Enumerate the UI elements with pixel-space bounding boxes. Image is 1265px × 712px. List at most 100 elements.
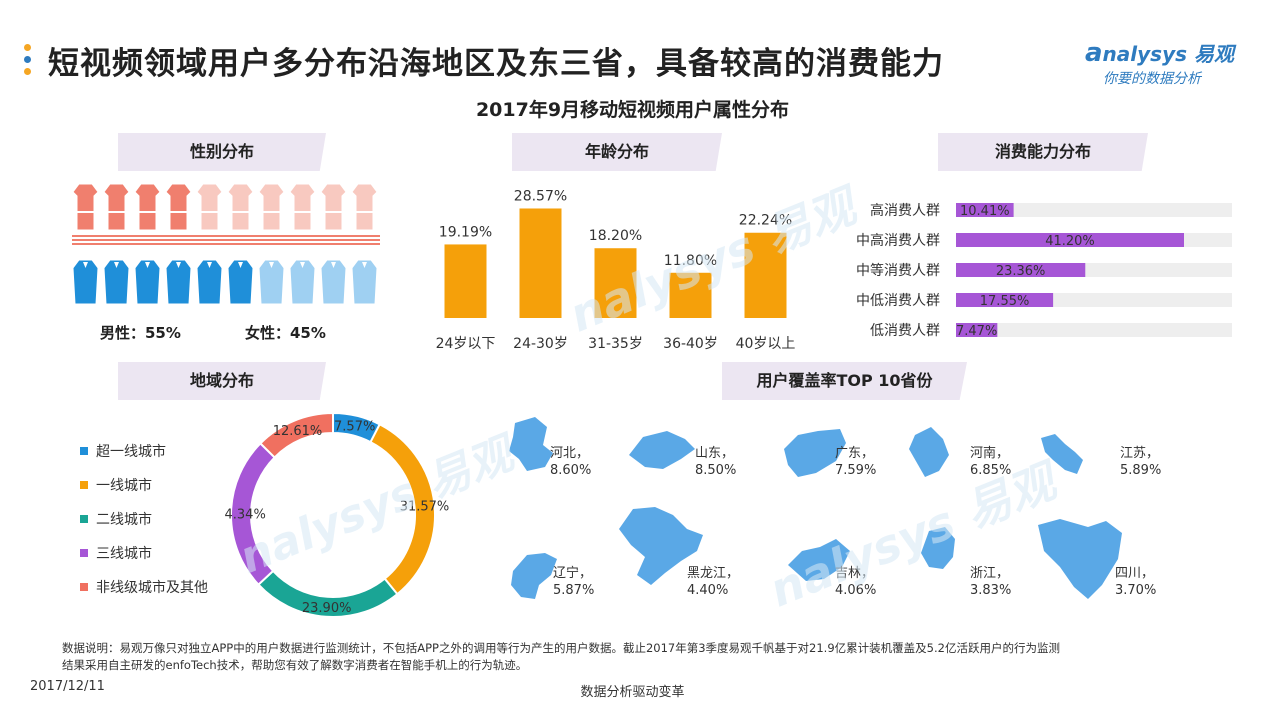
- analysys-logo: analysys 易观 你要的数据分析: [1085, 38, 1240, 88]
- province-label: 吉林， 4.06%: [835, 565, 876, 599]
- data-note: 数据说明：易观万像只对独立APP中的用户数据进行监测统计，不包括APP之外的调用…: [62, 640, 1232, 674]
- age-value-label: 19.19%: [439, 224, 492, 240]
- male-icons-row: [72, 259, 378, 305]
- consumption-bar: [956, 233, 1184, 247]
- male-icon: [227, 259, 254, 305]
- gender-figure-chart: [72, 183, 380, 305]
- age-value-label: 18.20%: [589, 228, 642, 244]
- section-gender-header: 性别分布: [118, 133, 326, 171]
- legend-item: 非线级城市及其他: [80, 570, 208, 604]
- age-bar: [444, 244, 487, 318]
- consumption-bar: [956, 293, 1054, 307]
- logo-tagline: 你要的数据分析: [1103, 71, 1201, 87]
- legend-swatch: [80, 549, 88, 557]
- consumption-category-label: 高消费人群: [870, 202, 940, 219]
- male-icon: [134, 259, 161, 305]
- female-icons-row: [72, 183, 380, 245]
- legend-label: 一线城市: [96, 478, 152, 494]
- province-label: 山东， 8.50%: [695, 445, 736, 479]
- consumption-category-label: 中低消费人群: [856, 293, 940, 309]
- age-bar: [519, 208, 562, 318]
- female-icon: [351, 183, 378, 231]
- consumption-track: [956, 323, 1232, 337]
- province-outline: [784, 429, 846, 477]
- legend-label: 三线城市: [96, 546, 152, 562]
- age-category-label: 31-35岁: [588, 336, 643, 352]
- legend-swatch: [80, 481, 88, 489]
- female-icon: [72, 183, 99, 231]
- legend-swatch: [80, 447, 88, 455]
- consumption-category-label: 低消费人群: [870, 323, 940, 339]
- province-map-shape: [784, 429, 846, 477]
- donut-slice: [258, 411, 334, 459]
- province-map-shape: [511, 553, 557, 599]
- male-icon: [320, 259, 347, 305]
- province-name: 吉林，: [835, 566, 875, 581]
- data-note-line: 数据说明：易观万像只对独立APP中的用户数据进行监测统计，不包括APP之外的调用…: [62, 641, 1060, 655]
- age-category-label: 24-30岁: [513, 336, 568, 352]
- consumption-track: [956, 203, 1232, 217]
- age-value-label: 11.80%: [664, 253, 717, 269]
- section-age-header: 年龄分布: [512, 133, 722, 171]
- age-category-label: 36-40岁: [663, 336, 718, 352]
- province-label: 广东， 7.59%: [835, 445, 876, 479]
- female-icon: [227, 183, 254, 231]
- legend-swatch: [80, 515, 88, 523]
- age-category-label: 40岁以上: [736, 336, 796, 352]
- consumption-bar: [956, 203, 1014, 217]
- female-icon: [289, 183, 316, 231]
- province-coverage-value: 5.87%: [553, 583, 595, 598]
- province-outline: [921, 527, 955, 569]
- province-coverage-value: 8.50%: [695, 463, 737, 478]
- legend-item: 一线城市: [80, 468, 208, 502]
- chart-subtitle: 2017年9月移动短视频用户属性分布: [475, 99, 790, 121]
- title-dot: [24, 56, 31, 63]
- male-icon: [289, 259, 316, 305]
- legend-item: 超一线城市: [80, 434, 208, 468]
- male-share-label: 男性：55%: [100, 324, 181, 342]
- donut-value-label: 12.61%: [273, 424, 323, 439]
- consumption-value-label: 41.20%: [1045, 234, 1095, 249]
- province-label: 四川， 3.70%: [1115, 565, 1156, 599]
- province-name: 山东，: [695, 446, 735, 461]
- province-coverage-value: 8.60%: [550, 463, 592, 478]
- province-name: 四川，: [1115, 566, 1155, 581]
- consumption-value-label: 23.36%: [996, 264, 1046, 279]
- province-map-shape: [1041, 434, 1083, 474]
- female-icon: [258, 183, 285, 231]
- title-bullet-dots: [24, 44, 31, 80]
- province-map-shape: [509, 417, 553, 471]
- province-label: 黑龙江， 4.40%: [687, 565, 739, 599]
- male-icon: [72, 259, 99, 305]
- province-map-shape: [619, 507, 703, 585]
- province-outline: [1041, 434, 1083, 474]
- donut-value-label: 24.34%: [225, 508, 266, 523]
- section-top10-header: 用户覆盖率TOP 10省份: [722, 362, 967, 400]
- title-dot: [24, 44, 31, 51]
- province-map-shape: [909, 427, 949, 477]
- legend-item: 三线城市: [80, 536, 208, 570]
- age-value-label: 22.24%: [739, 213, 792, 229]
- province-map-shape: [1038, 519, 1122, 599]
- male-icon: [165, 259, 192, 305]
- male-icon: [258, 259, 285, 305]
- female-icon: [320, 183, 347, 231]
- province-coverage-value: 4.06%: [835, 583, 877, 598]
- age-bar-chart: 19.19% 24岁以下 28.57% 24-30岁 18.20% 31-35岁 11.80…: [436, 188, 796, 352]
- page-title: 短视频领域用户多分布沿海地区及东三省，具备较高的消费能力: [48, 46, 944, 82]
- female-icon: [134, 183, 161, 231]
- region-donut-chart: 7.57% 31.57% 23.90% 24.34% 12.61%: [225, 411, 449, 618]
- province-coverage-value: 7.59%: [835, 463, 877, 478]
- province-coverage-value: 6.85%: [970, 463, 1012, 478]
- consumption-value-label: 10.41%: [960, 204, 1010, 219]
- province-name: 河南，: [970, 446, 1010, 461]
- province-name: 河北，: [550, 446, 590, 461]
- province-coverage-value: 4.40%: [687, 583, 729, 598]
- legend-label: 超一线城市: [96, 444, 166, 460]
- province-label: 河北， 8.60%: [550, 445, 591, 479]
- female-icon: [165, 183, 192, 231]
- male-icon: [103, 259, 130, 305]
- consumption-bar: [956, 323, 998, 337]
- top10-province-grid: 河北， 8.60% 山东， 8.50% 广东， 7.59% 河南， 6.85% 江苏， 5.89%…: [495, 415, 1225, 615]
- province-coverage-value: 5.89%: [1120, 463, 1162, 478]
